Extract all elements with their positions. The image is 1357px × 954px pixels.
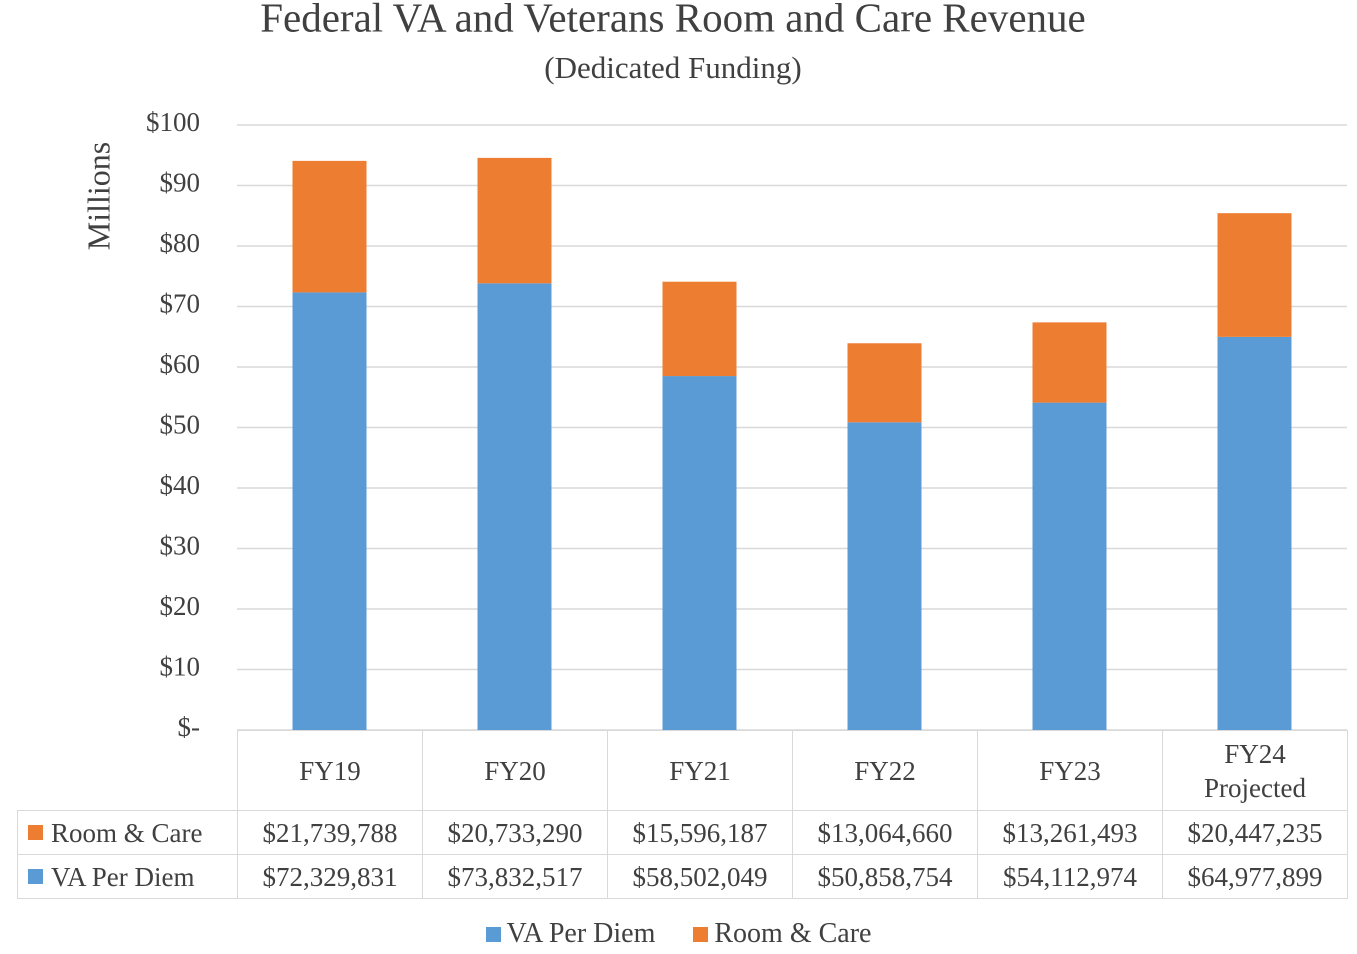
table-header-cell: FY19	[237, 730, 423, 811]
legend-label: VA Per Diem	[506, 918, 656, 949]
legend-item: Room & Care	[693, 918, 871, 950]
bar-segment	[477, 157, 552, 284]
table-cell: $20,733,290	[422, 810, 608, 855]
bar-segment	[1032, 402, 1107, 730]
row-label-text: VA Per Diem	[51, 861, 195, 892]
table-cell: $20,447,235	[1162, 810, 1348, 855]
legend: VA Per Diem Room & Care	[0, 918, 1357, 950]
table-header-cell: FY23	[977, 730, 1163, 811]
table-cell: $15,596,187	[607, 810, 793, 855]
y-tick-label: $20	[160, 591, 201, 621]
bar-segment	[292, 160, 367, 293]
table-cell: $21,739,788	[237, 810, 423, 855]
y-tick-label: $-	[178, 712, 201, 742]
legend-key	[28, 869, 43, 884]
bar-segment	[1032, 322, 1107, 403]
y-tick-label: $30	[160, 531, 201, 561]
table-cell: $64,977,899	[1162, 854, 1348, 899]
table-cell: $72,329,831	[237, 854, 423, 899]
chart-title: Federal VA and Veterans Room and Care Re…	[260, 0, 1086, 40]
table-header-cell: FY22	[792, 730, 978, 811]
table-header-cell: FY24 Projected	[1162, 730, 1348, 811]
y-tick-label: $90	[160, 168, 201, 198]
table-header-cell: FY21	[607, 730, 793, 811]
bar-segment	[477, 283, 552, 730]
y-tick-label: $50	[160, 410, 201, 440]
bar-segment	[292, 292, 367, 730]
y-tick-label: $10	[160, 652, 201, 682]
bar-segment	[847, 343, 922, 423]
table-cell: $50,858,754	[792, 854, 978, 899]
table-cell: $58,502,049	[607, 854, 793, 899]
legend-key	[485, 926, 501, 942]
table-header-cell: FY20	[422, 730, 608, 811]
bar-segment	[1217, 336, 1292, 730]
legend-key	[28, 825, 43, 840]
legend-key	[693, 926, 709, 942]
y-tick-label: $80	[160, 228, 201, 258]
bar-segment	[662, 376, 737, 730]
row-label-text: Room & Care	[51, 817, 203, 848]
table-row-label: Room & Care	[17, 810, 238, 855]
y-tick-label: $100	[146, 107, 200, 137]
y-tick-label: $60	[160, 349, 201, 379]
table-row-label: VA Per Diem	[17, 854, 238, 899]
table-cell: $13,261,493	[977, 810, 1163, 855]
y-tick-label: $70	[160, 289, 201, 319]
table-cell: $13,064,660	[792, 810, 978, 855]
table-cell: $54,112,974	[977, 854, 1163, 899]
legend-item: VA Per Diem	[485, 918, 656, 950]
y-axis-label: Millions	[80, 142, 116, 250]
legend-label: Room & Care	[714, 918, 872, 949]
bar-segment	[1217, 213, 1292, 337]
y-tick-label: $40	[160, 470, 201, 500]
bar-segment	[847, 422, 922, 730]
bar-segment	[662, 281, 737, 377]
chart-subtitle: (Dedicated Funding)	[544, 50, 801, 85]
table-cell: $73,832,517	[422, 854, 608, 899]
